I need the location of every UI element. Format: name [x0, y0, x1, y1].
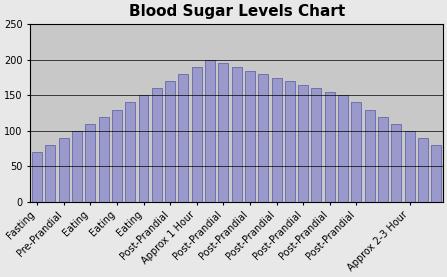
Bar [139, 95, 148, 202]
Bar [112, 109, 122, 202]
Bar [99, 117, 109, 202]
Bar [232, 67, 242, 202]
Bar [312, 88, 321, 202]
Bar [418, 138, 428, 202]
Bar [378, 117, 388, 202]
Bar [85, 124, 95, 202]
Bar [365, 109, 375, 202]
Bar [178, 74, 188, 202]
Bar [338, 95, 348, 202]
Bar [152, 88, 162, 202]
Bar [205, 60, 215, 202]
Bar [125, 102, 135, 202]
Bar [391, 124, 401, 202]
Bar [405, 131, 414, 202]
Bar [351, 102, 361, 202]
Bar [218, 63, 228, 202]
Bar [258, 74, 268, 202]
Title: Blood Sugar Levels Chart: Blood Sugar Levels Chart [128, 4, 345, 19]
Bar [192, 67, 202, 202]
Bar [298, 85, 308, 202]
Bar [285, 81, 295, 202]
Bar [165, 81, 175, 202]
Bar [431, 145, 441, 202]
Bar [325, 92, 335, 202]
Bar [32, 152, 42, 202]
Bar [72, 131, 82, 202]
Bar [245, 71, 255, 202]
Bar [46, 145, 55, 202]
Bar [59, 138, 69, 202]
Bar [272, 78, 282, 202]
